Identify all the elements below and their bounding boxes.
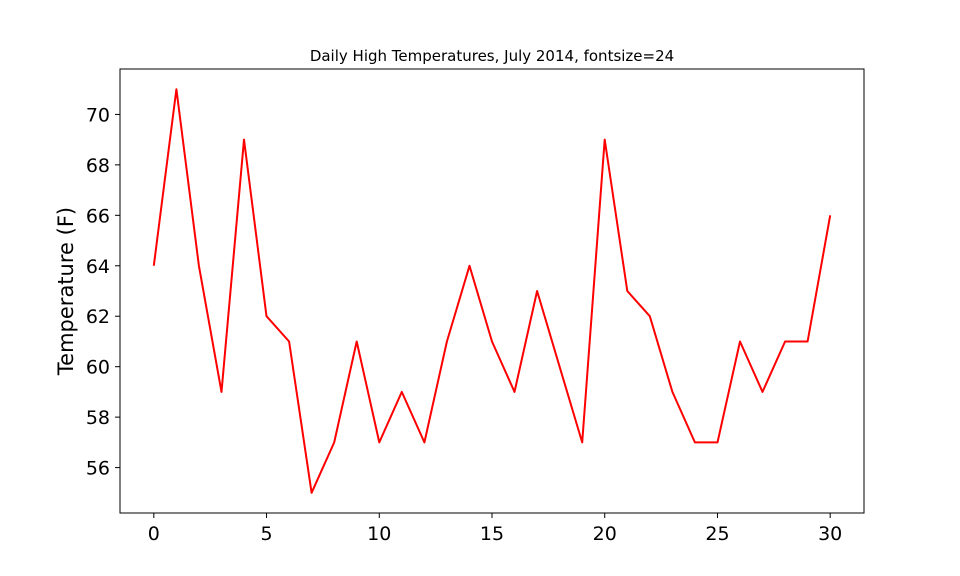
x-tick-label: 15	[480, 523, 504, 545]
y-axis-title: Temperature (F)	[54, 207, 78, 376]
y-tick-label: 62	[86, 306, 110, 328]
y-tick-label: 70	[86, 104, 110, 126]
series-line-0	[152, 88, 832, 494]
x-tick-label: 25	[705, 523, 729, 545]
y-tick-label: 66	[86, 205, 110, 227]
y-tick-label: 68	[86, 155, 110, 177]
x-tick-label: 20	[593, 523, 617, 545]
x-tick-label: 10	[367, 523, 391, 545]
x-tick-label: 30	[818, 523, 842, 545]
y-tick-label: 60	[86, 357, 110, 379]
x-tick-label: 0	[148, 523, 160, 545]
y-tick-label: 58	[86, 407, 110, 429]
series-layer	[152, 88, 832, 494]
chart-title: Daily High Temperatures, July 2014, font…	[310, 47, 674, 65]
plot-frame	[119, 68, 865, 514]
y-tick-label: 56	[86, 458, 110, 480]
axis-ticks: 0 5 10 15 20 25 30 56 58 60 62 64 66 68 70	[86, 104, 842, 545]
y-tick-label: 64	[86, 256, 110, 278]
x-tick-label: 5	[260, 523, 272, 545]
